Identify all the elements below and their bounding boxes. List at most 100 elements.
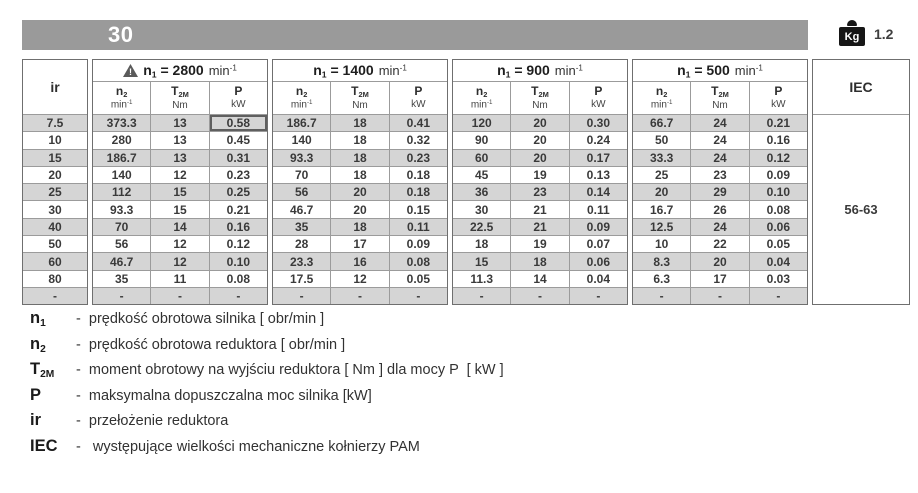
legend-symbol: n1 [30,309,46,330]
table-cell: 24 [691,132,750,149]
table-row: 6.3 17 0.03 [633,269,807,287]
group-unit: min-1 [734,63,763,78]
table-cell: 14 [151,218,210,236]
table-row: 20 [23,165,87,183]
table-cell: 0.18 [406,185,430,200]
table-row: 56 12 0.12 [93,235,267,253]
table-cell: 18 [331,218,390,236]
table-cell: 12 [151,253,210,270]
table-row: 60 20 0.17 [453,148,627,166]
table-row: 45 19 0.13 [453,165,627,184]
table-row: 35 18 0.11 [273,217,447,236]
table-cell: 0.06 [766,219,790,234]
table-row: 33.3 24 0.12 [633,148,807,166]
group-symbol: n1 = 1400 [313,61,374,80]
group-symbol: n1 = 2800 [143,61,204,80]
table-cell: 0.04 [586,271,610,286]
table-cell: 10 [633,236,692,253]
table-cell: 22.5 [453,218,512,236]
ir-cell: 40 [48,219,62,234]
table-cell: 0.14 [586,185,610,200]
table-cell: 18 [331,132,390,149]
table-row: 50 [23,235,87,252]
table-cell: 0.18 [406,168,430,183]
table-cell: 0.30 [586,116,610,131]
table-cell: 12 [331,270,390,287]
table-cell: 120 [453,115,512,132]
table-cell: 186.7 [93,149,152,166]
ir-rows: 7.5 10 15 20 25 30 40 50 60 80 - [23,114,87,305]
ir-cell: 50 [48,237,62,252]
ir-cell: 7.5 [46,116,64,131]
legend-symbol: P [30,385,42,404]
table-cell: 0.23 [226,168,250,183]
legend-text: - moment obrotowy na wyjściu reduktora [… [76,362,504,378]
table-cell: 0.21 [226,202,250,217]
table-row: 60 [23,252,87,270]
table-row: 12.5 24 0.06 [633,217,807,236]
col-header-t2m: T2M Nm [691,82,750,114]
table-row: 18 19 0.07 [453,235,627,253]
table-cell: 15 [151,184,210,201]
table-cell: 12 [151,236,210,253]
table-row: 22.5 21 0.09 [453,217,627,236]
table-row: 50 24 0.16 [633,131,807,149]
table-row: 10 22 0.05 [633,235,807,253]
table-cell: 19 [511,166,570,184]
table-cell: - [453,287,512,305]
table-row: 112 15 0.25 [93,183,267,201]
table-cell: 20 [511,149,570,166]
table-cell: 22 [691,236,750,253]
table-cell: 11 [151,270,210,287]
table-cell: - [691,287,750,305]
table-cell: 0.09 [766,168,790,183]
col-header-n2: n2 min-1 [93,82,152,114]
table-cell: 25 [633,166,692,184]
col-header-t2m: T2M Nm [511,82,570,114]
table-cell: 0.08 [766,202,790,217]
table-cell: 0.24 [586,133,610,148]
table-row: 140 18 0.32 [273,131,447,149]
table-cell: 0.08 [406,254,430,269]
table-cell: 0.32 [406,133,430,148]
table-cell: 20 [633,184,692,201]
table-cell: 93.3 [93,201,152,218]
table-row: 25 [23,183,87,201]
table-cell: 20 [331,201,390,218]
table-cell: 24 [691,218,750,236]
table-cell: 90 [453,132,512,149]
legend-text: - przełożenie reduktora [76,413,229,429]
table-cell: 26 [691,201,750,218]
table-row: 56 20 0.18 [273,183,447,201]
table-cell: 29 [691,184,750,201]
table-cell: 0.06 [586,254,610,269]
table-row: --- [93,286,267,305]
group-unit: min-1 [378,63,407,78]
table-row: 16.7 26 0.08 [633,200,807,218]
table-cell: 0.10 [766,185,790,200]
table-cell: 20 [691,253,750,270]
table-cell: 21 [511,218,570,236]
table-cell: 21 [511,201,570,218]
table-cell: 0.11 [586,202,610,217]
table-cell: 0.13 [586,168,610,183]
ir-cell: 30 [48,202,62,217]
group-title: n1 = 500 min-1 [633,60,807,82]
table-cell: 0.31 [226,150,250,165]
table-cell: - [633,287,692,305]
table-cell: 17.5 [273,270,332,287]
table-row: 15 18 0.06 [453,252,627,270]
table-row: - [23,286,87,305]
table-cell: 0.04 [766,254,790,269]
weight-icon: Kg [838,20,866,48]
table-cell: 20 [511,132,570,149]
table-cell: 0.05 [766,237,790,252]
table-cell: 50 [633,132,692,149]
table-cell: 16.7 [633,201,692,218]
ir-column: ir 7.5 10 15 20 25 30 40 50 60 80 - [22,59,88,306]
